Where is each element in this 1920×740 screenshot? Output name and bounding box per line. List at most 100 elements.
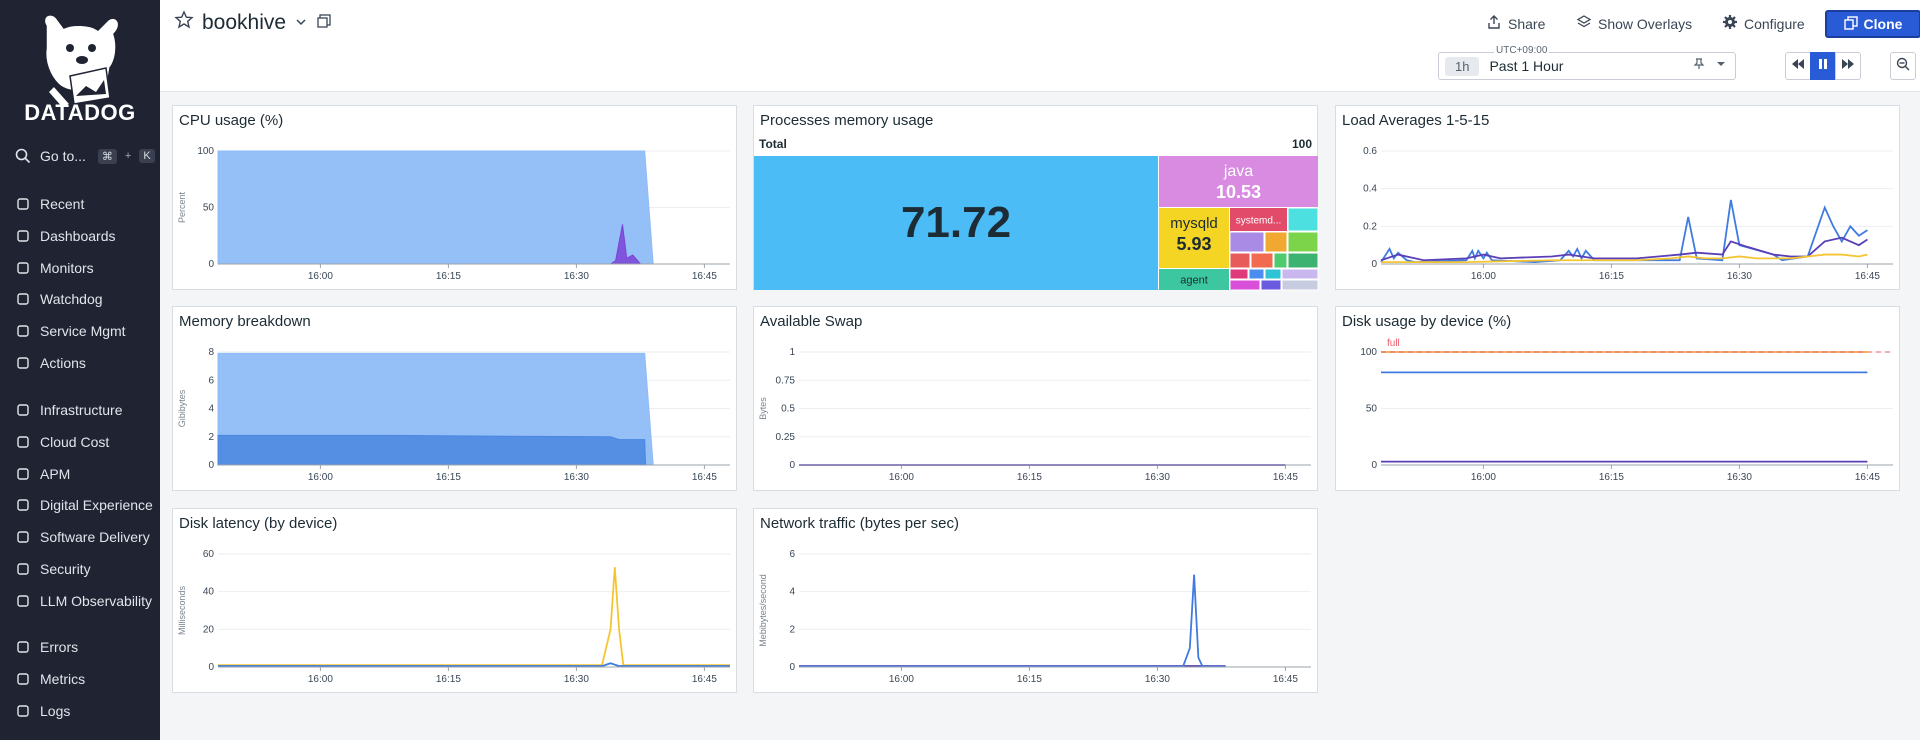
y-tick-label: 0 [1371,259,1377,270]
treemap-cell[interactable] [1230,208,1287,231]
y-tick-label: 0 [789,662,795,673]
sidebar-item-recent[interactable]: Recent [14,192,158,216]
sidebar-item-software-delivery[interactable]: Software Delivery [14,525,158,549]
sidebar-item-cloud-cost[interactable]: Cloud Cost [14,430,158,454]
treemap-cell[interactable] [1229,252,1251,269]
rewind-button[interactable] [1785,52,1811,80]
y-tick-label: 100 [197,146,214,157]
sidebar-item-label: APM [40,465,71,482]
treemap-cell[interactable] [1281,268,1319,280]
x-tick-label: 16:45 [1855,472,1880,483]
treemap-cell[interactable] [1159,269,1229,290]
datadog-logo[interactable] [0,6,160,126]
sidebar-item-label: Watchdog [40,291,103,308]
chart-svg: 8 6 4 2 0 16:00 16:15 16:30 16:45 Gibibytes [177,347,730,483]
x-tick-label: 16:00 [308,472,333,483]
logs-icon [14,702,32,720]
treemap-cell[interactable] [1264,231,1288,253]
treemap-cell[interactable] [1273,252,1288,269]
widget-disk-latency[interactable]: Disk latency (by device) 60 40 20 0 16:00 16:1… [172,508,737,693]
treemap-value: 10.53 [1216,182,1261,202]
treemap-cell[interactable] [1159,156,1318,207]
line-series [218,662,730,667]
sidebar-item-infrastructure[interactable]: Infrastructure [14,398,158,422]
treemap-cell[interactable] [1287,207,1319,232]
treemap-total-label: Total [759,137,787,151]
sidebar-item-logs[interactable]: Logs [14,699,158,723]
chevron-down-icon[interactable] [294,11,308,35]
widget-network-traffic[interactable]: Network traffic (bytes per sec) 6 4 2 0 16:00… [753,508,1318,693]
clone-button[interactable]: Clone [1825,10,1920,38]
x-tick-label: 16:45 [1273,472,1298,483]
treemap-cell[interactable] [1260,279,1282,291]
treemap-cell[interactable] [1248,268,1265,280]
pause-icon [1817,57,1829,75]
treemap-cell[interactable] [1159,208,1229,268]
pause-button[interactable] [1810,52,1836,80]
time-pill: 1h [1445,56,1480,76]
zoom-out-button[interactable] [1890,52,1916,80]
y-tick-label: 0.25 [776,432,796,443]
treemap-cell[interactable] [754,156,1158,290]
fast-forward-icon [1841,57,1855,75]
x-tick-label: 16:00 [889,674,914,685]
x-tick-label: 16:00 [1471,271,1496,282]
sidebar-item-metrics[interactable]: Metrics [14,667,158,691]
widget-cpu-usage[interactable]: CPU usage (%) 100 50 0 16:00 16:15 16:30 16:45 P… [172,105,737,290]
x-tick-label: 16:30 [564,674,589,685]
sidebar-item-errors[interactable]: Errors [14,635,158,659]
time-range-selector[interactable]: 1h Past 1 Hour [1438,52,1736,80]
widget-load-averages[interactable]: Load Averages 1-5-15 0.6 0.4 0.2 0 16:00 16:15… [1335,105,1900,290]
share-button[interactable]: Share [1486,14,1545,33]
widget-memory-breakdown[interactable]: Memory breakdown 8 6 4 2 0 16:00 16:15 16:30 16:4… [172,306,737,491]
x-tick-label: 16:15 [1599,271,1624,282]
sidebar-item-watchdog[interactable]: Watchdog [14,287,158,311]
treemap-cell[interactable] [1287,252,1319,269]
x-tick-label: 16:30 [564,472,589,483]
y-tick-label: 6 [208,375,214,386]
treemap-cell[interactable] [1229,279,1261,291]
treemap-cell[interactable] [1229,268,1249,280]
y-tick-label: 0 [208,460,214,471]
logo-wordmark: DATADOG [24,100,136,125]
x-tick-label: 16:15 [436,271,461,282]
treemap-cell[interactable] [1264,268,1282,280]
treemap-cell[interactable] [1250,252,1274,269]
timezone-label: UTC+09:00 [1494,45,1550,56]
treemap-cell[interactable] [1281,279,1319,291]
treemap-svg: Total 100 71.72 java 10.53 mysqld 5.93 systemd.… [754,137,1319,291]
widget-title: Disk usage by device (%) [1342,313,1512,330]
y-tick-label: 0.4 [1363,184,1377,195]
sidebar-item-actions[interactable]: Actions [14,351,158,375]
widget-available-swap[interactable]: Available Swap 1 0.75 0.5 0.25 0 16:00 16:15 16:… [753,306,1318,491]
x-tick-label: 16:00 [308,674,333,685]
sidebar-item-digital-experience[interactable]: Digital Experience [14,493,158,517]
copy-icon[interactable] [316,11,332,35]
sidebar-item-label: Monitors [40,259,94,276]
sidebar-item-monitors[interactable]: Monitors [14,256,158,280]
treemap-cell[interactable] [1287,231,1319,253]
clone-icon [1843,15,1858,33]
chevron-down-icon[interactable] [1715,57,1727,75]
sidebar-item-dashboards[interactable]: Dashboards [14,224,158,248]
y-tick-label: 0 [789,460,795,471]
goto-search[interactable]: Go to... ⌘ + K [14,144,158,168]
show-overlays-button[interactable]: Show Overlays [1576,14,1692,33]
sidebar-item-apm[interactable]: APM [14,462,158,486]
sidebar-item-llm-observability[interactable]: LLM Observability [14,589,158,613]
widget-processes-memory[interactable]: Processes memory usage Total 100 71.72 java 1… [753,105,1319,291]
time-range-label: Past 1 Hour [1489,58,1564,74]
pin-icon[interactable] [1693,57,1705,75]
star-icon[interactable] [174,10,194,36]
y-tick-label: 50 [1366,404,1378,415]
sidebar-item-label: Errors [40,639,79,655]
treemap-cell[interactable] [1229,231,1265,253]
page-title: bookhive [202,11,287,34]
widget-disk-usage[interactable]: Disk usage by device (%) 100 50 0 16:00 16:15… [1335,306,1900,491]
sidebar-item-security[interactable]: Security [14,557,158,581]
sidebar-item-service-mgmt[interactable]: Service Mgmt [14,319,158,343]
y-tick-label: 4 [789,587,795,598]
configure-button[interactable]: Configure [1722,14,1805,33]
fast-forward-button[interactable] [1835,52,1861,80]
search-icon [14,147,32,165]
